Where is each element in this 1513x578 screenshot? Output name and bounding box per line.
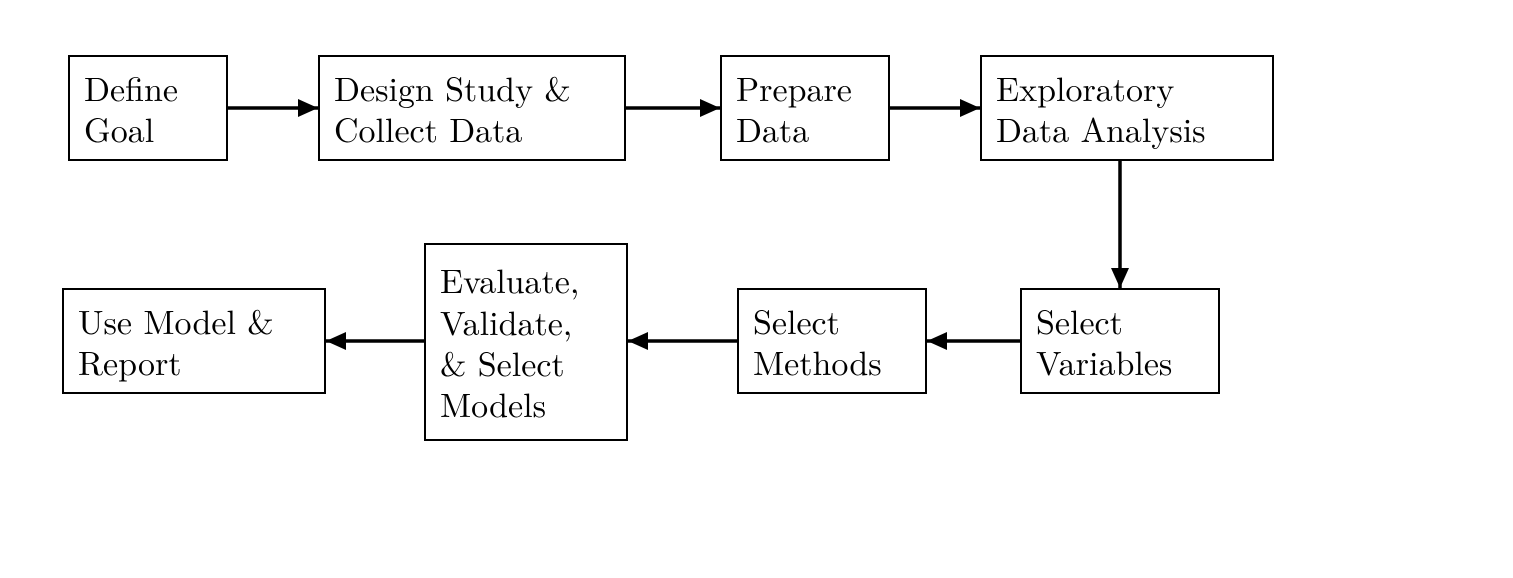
node-select-vars: SelectVariables [1020, 288, 1220, 394]
node-label: SelectMethods [753, 300, 882, 383]
node-evaluate: Evaluate,Validate,& SelectModels [424, 243, 628, 441]
node-label: ExploratoryData Analysis [996, 67, 1206, 150]
node-label: DefineGoal [84, 67, 178, 150]
node-prepare-data: PrepareData [720, 55, 890, 161]
node-label: Evaluate,Validate,& SelectModels [440, 259, 579, 425]
node-label: Design Study &Collect Data [334, 67, 571, 150]
node-use-report: Use Model &Report [62, 288, 326, 394]
node-label: SelectVariables [1036, 300, 1172, 383]
node-label: Use Model &Report [78, 300, 274, 383]
flowchart-stage: DefineGoal Design Study &Collect Data Prep… [0, 0, 1513, 578]
node-select-methods: SelectMethods [737, 288, 927, 394]
node-design-study: Design Study &Collect Data [318, 55, 626, 161]
node-eda: ExploratoryData Analysis [980, 55, 1274, 161]
node-define-goal: DefineGoal [68, 55, 228, 161]
node-label: PrepareData [736, 67, 852, 150]
